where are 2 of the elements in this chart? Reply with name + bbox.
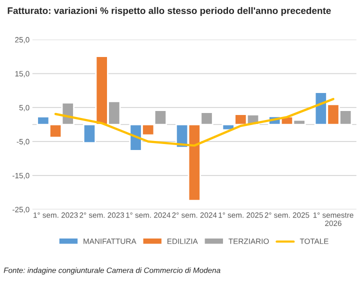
chart-title: Fatturato: variazioni % rispetto allo stesso periodo dell'anno precedente (8, 7, 331, 16)
line-series (54, 98, 334, 147)
